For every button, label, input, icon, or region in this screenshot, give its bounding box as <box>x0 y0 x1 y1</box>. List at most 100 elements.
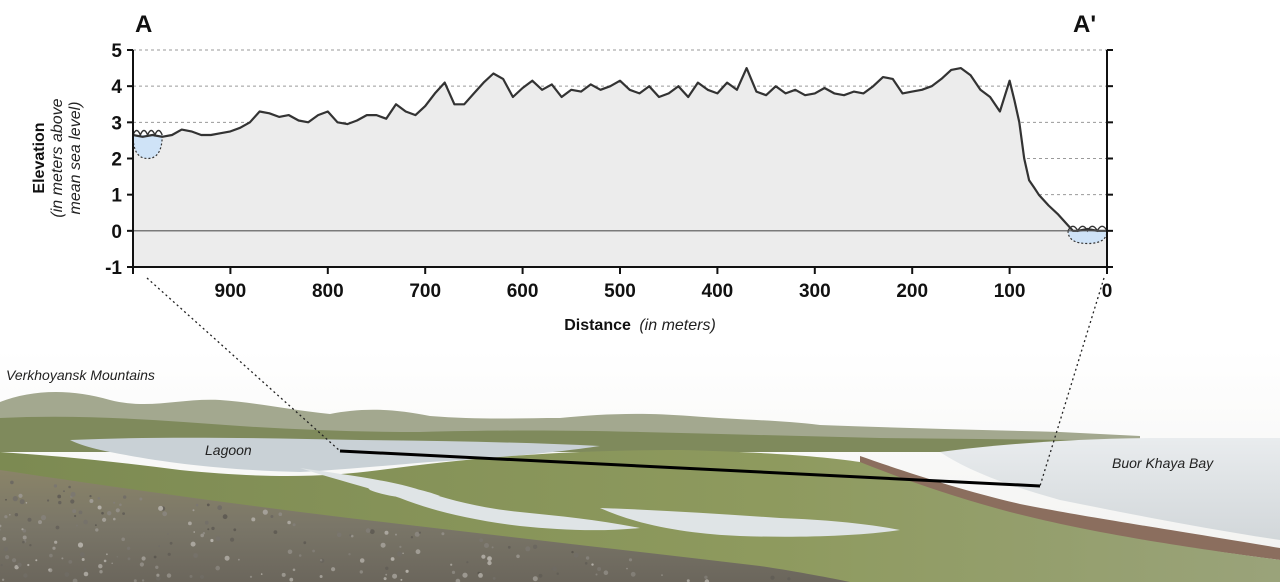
rock <box>68 486 71 489</box>
rock <box>142 579 144 581</box>
rock <box>631 572 636 577</box>
rock <box>23 573 27 577</box>
rock <box>1 564 3 566</box>
rock <box>289 578 293 582</box>
rock <box>487 561 491 565</box>
rock <box>193 553 198 558</box>
rock <box>225 556 230 561</box>
rock <box>288 550 293 555</box>
rock <box>162 511 167 516</box>
rock <box>481 555 485 559</box>
rock <box>113 518 116 521</box>
label-bay: Buor Khaya Bay <box>1112 455 1214 471</box>
rock <box>84 572 89 577</box>
rock <box>411 536 413 538</box>
rock <box>525 546 530 551</box>
y-tick-label: 0 <box>111 222 122 243</box>
rock <box>82 558 85 561</box>
rock <box>629 558 632 561</box>
x-ticks: 900 800 700 600 500 400 300 200 100 0 <box>133 267 1112 302</box>
rock <box>574 553 579 558</box>
rock <box>196 504 199 507</box>
rock <box>406 570 409 573</box>
rock <box>270 515 273 518</box>
rock <box>78 542 83 547</box>
rock <box>29 544 31 546</box>
rock <box>348 553 350 555</box>
rock <box>12 558 16 562</box>
rock <box>419 532 421 534</box>
x-tick-label: 300 <box>799 281 831 302</box>
rock <box>391 557 395 561</box>
rock <box>770 576 774 580</box>
y-axis-unit-line1: (in meters above <box>49 98 66 217</box>
rock <box>119 504 122 507</box>
rock <box>121 538 125 542</box>
rock <box>397 551 402 556</box>
rock <box>15 513 18 516</box>
rock <box>68 560 72 564</box>
rock <box>89 495 91 497</box>
rock <box>484 543 489 548</box>
rock <box>104 560 107 563</box>
rock <box>41 515 46 520</box>
rock <box>102 518 106 522</box>
rock <box>211 527 214 530</box>
elevation-profile-chart: -1 0 1 2 3 4 5 900 800 700 600 500 400 300 200 100 0 <box>105 41 1113 302</box>
rock <box>167 533 169 535</box>
rock <box>54 541 57 544</box>
rock <box>381 543 386 548</box>
rock <box>597 567 601 571</box>
rock <box>61 557 63 559</box>
rock <box>337 531 339 533</box>
rock <box>20 499 25 504</box>
y-tick-label: 2 <box>111 150 122 171</box>
rock <box>5 499 7 501</box>
rock <box>385 574 387 576</box>
rock <box>370 529 375 534</box>
rock <box>493 577 496 580</box>
rock <box>101 512 104 515</box>
rock <box>452 571 455 574</box>
rock <box>205 521 209 525</box>
rock <box>4 515 7 518</box>
x-axis-label: Distance (in meters) <box>564 317 716 334</box>
rock <box>230 538 234 542</box>
rock <box>58 501 61 504</box>
x-tick-label: 500 <box>604 281 636 302</box>
rock <box>111 563 113 565</box>
x-tick-label: 400 <box>702 281 734 302</box>
rock <box>21 528 23 530</box>
rock <box>190 575 193 578</box>
rock <box>320 575 323 578</box>
rock <box>9 514 11 516</box>
y-tick-label: 5 <box>111 41 122 62</box>
rock <box>331 567 335 571</box>
rock <box>250 576 252 578</box>
rock <box>466 561 468 563</box>
rock <box>210 539 213 542</box>
rock <box>122 512 125 515</box>
rock <box>167 573 171 577</box>
rock <box>533 576 538 581</box>
rock <box>63 490 65 492</box>
rock <box>533 545 537 549</box>
rock <box>170 542 173 545</box>
rock <box>116 508 120 512</box>
rock <box>26 502 28 504</box>
rock <box>128 557 131 560</box>
rock <box>23 536 27 540</box>
profile-area <box>133 68 1107 267</box>
rock <box>207 528 209 530</box>
rock <box>282 573 286 577</box>
rock <box>492 546 494 548</box>
rock <box>2 579 4 581</box>
water-waves-lagoon <box>133 130 162 135</box>
rock <box>441 532 444 535</box>
rock <box>787 577 790 580</box>
rock <box>293 523 296 526</box>
rock <box>70 499 74 503</box>
rock <box>47 499 49 501</box>
rock <box>392 574 397 579</box>
